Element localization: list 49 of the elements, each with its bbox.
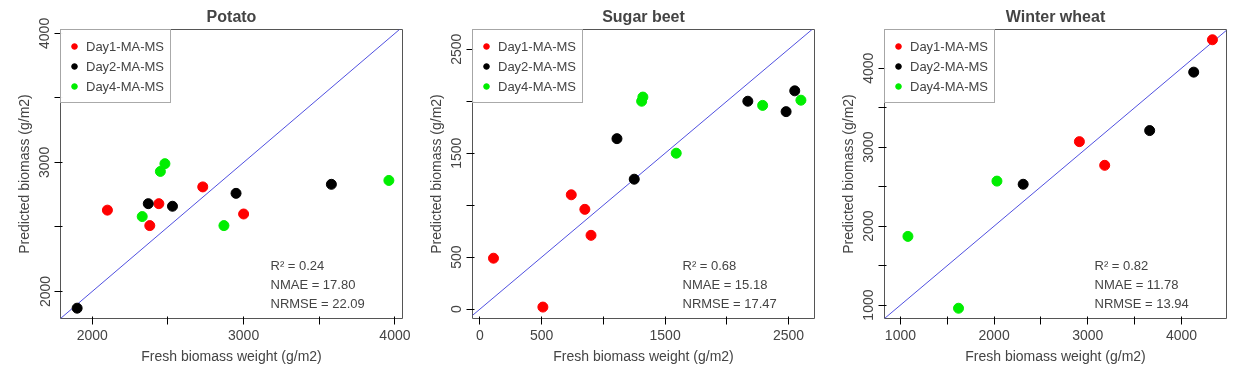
legend-label: Day4-MA-MS — [86, 78, 165, 94]
legend-label: Day2-MA-MS — [86, 58, 165, 74]
legend-label: Day2-MA-MS — [498, 58, 577, 74]
y-tick-label: 4000 — [36, 17, 53, 49]
x-tick-label: 4000 — [1165, 326, 1198, 343]
legend-label: Day4-MA-MS — [910, 78, 989, 94]
legend-label: Day1-MA-MS — [910, 38, 989, 54]
legend-label: Day2-MA-MS — [910, 58, 989, 74]
annotation: NMAE = 17.80 — [270, 276, 356, 292]
chart-title: Potato — [206, 7, 257, 25]
y-tick-label: 500 — [448, 245, 465, 269]
x-tick-label: 2500 — [773, 326, 805, 343]
y-tick-label: 2000 — [36, 275, 53, 307]
annotation: R² = 0.24 — [270, 257, 325, 273]
x-tick-label: 2000 — [76, 326, 109, 343]
y-tick-label: 1000 — [860, 289, 877, 321]
annotation: R² = 0.68 — [682, 257, 737, 273]
x-axis-title: Fresh biomass weight (g/m2) — [553, 347, 734, 364]
y-tick-label: 0 — [448, 305, 465, 314]
legend-label: Day1-MA-MS — [86, 38, 165, 54]
y-axis-title: Predicted biomass (g/m2) — [839, 94, 856, 254]
x-tick-label: 2000 — [978, 326, 1010, 343]
annotation: NMAE = 15.18 — [682, 276, 768, 292]
y-tick-label: 2000 — [860, 210, 877, 242]
chart-title: Sugar beet — [602, 7, 686, 25]
annotation: R² = 0.82 — [1094, 257, 1149, 273]
y-tick-label: 3000 — [36, 146, 53, 178]
x-tick-label: 3000 — [228, 326, 260, 343]
x-tick-label: 1500 — [649, 326, 681, 343]
legend-label: Day1-MA-MS — [498, 38, 577, 54]
y-tick-label: 3000 — [860, 131, 877, 163]
y-axis-title: Predicted biomass (g/m2) — [15, 94, 32, 254]
x-axis-title: Fresh biomass weight (g/m2) — [141, 347, 322, 364]
x-tick-label: 4000 — [379, 326, 411, 343]
y-tick-label: 4000 — [860, 52, 877, 84]
x-tick-label: 0 — [476, 326, 485, 343]
annotation: NRMSE = 13.94 — [1094, 295, 1189, 311]
x-tick-label: 500 — [529, 326, 554, 343]
x-tick-label: 3000 — [1072, 326, 1104, 343]
x-axis-title: Fresh biomass weight (g/m2) — [965, 347, 1146, 364]
y-tick-label: 1500 — [448, 137, 465, 169]
y-axis-title: Predicted biomass (g/m2) — [427, 94, 444, 254]
annotation: NMAE = 11.78 — [1094, 276, 1179, 292]
chart-title: Winter wheat — [1005, 7, 1106, 25]
legend-label: Day4-MA-MS — [498, 78, 577, 94]
x-tick-label: 1000 — [884, 326, 917, 343]
y-tick-label: 2500 — [448, 33, 465, 65]
annotation: NRMSE = 17.47 — [682, 295, 777, 311]
annotation: NRMSE = 22.09 — [270, 295, 365, 311]
